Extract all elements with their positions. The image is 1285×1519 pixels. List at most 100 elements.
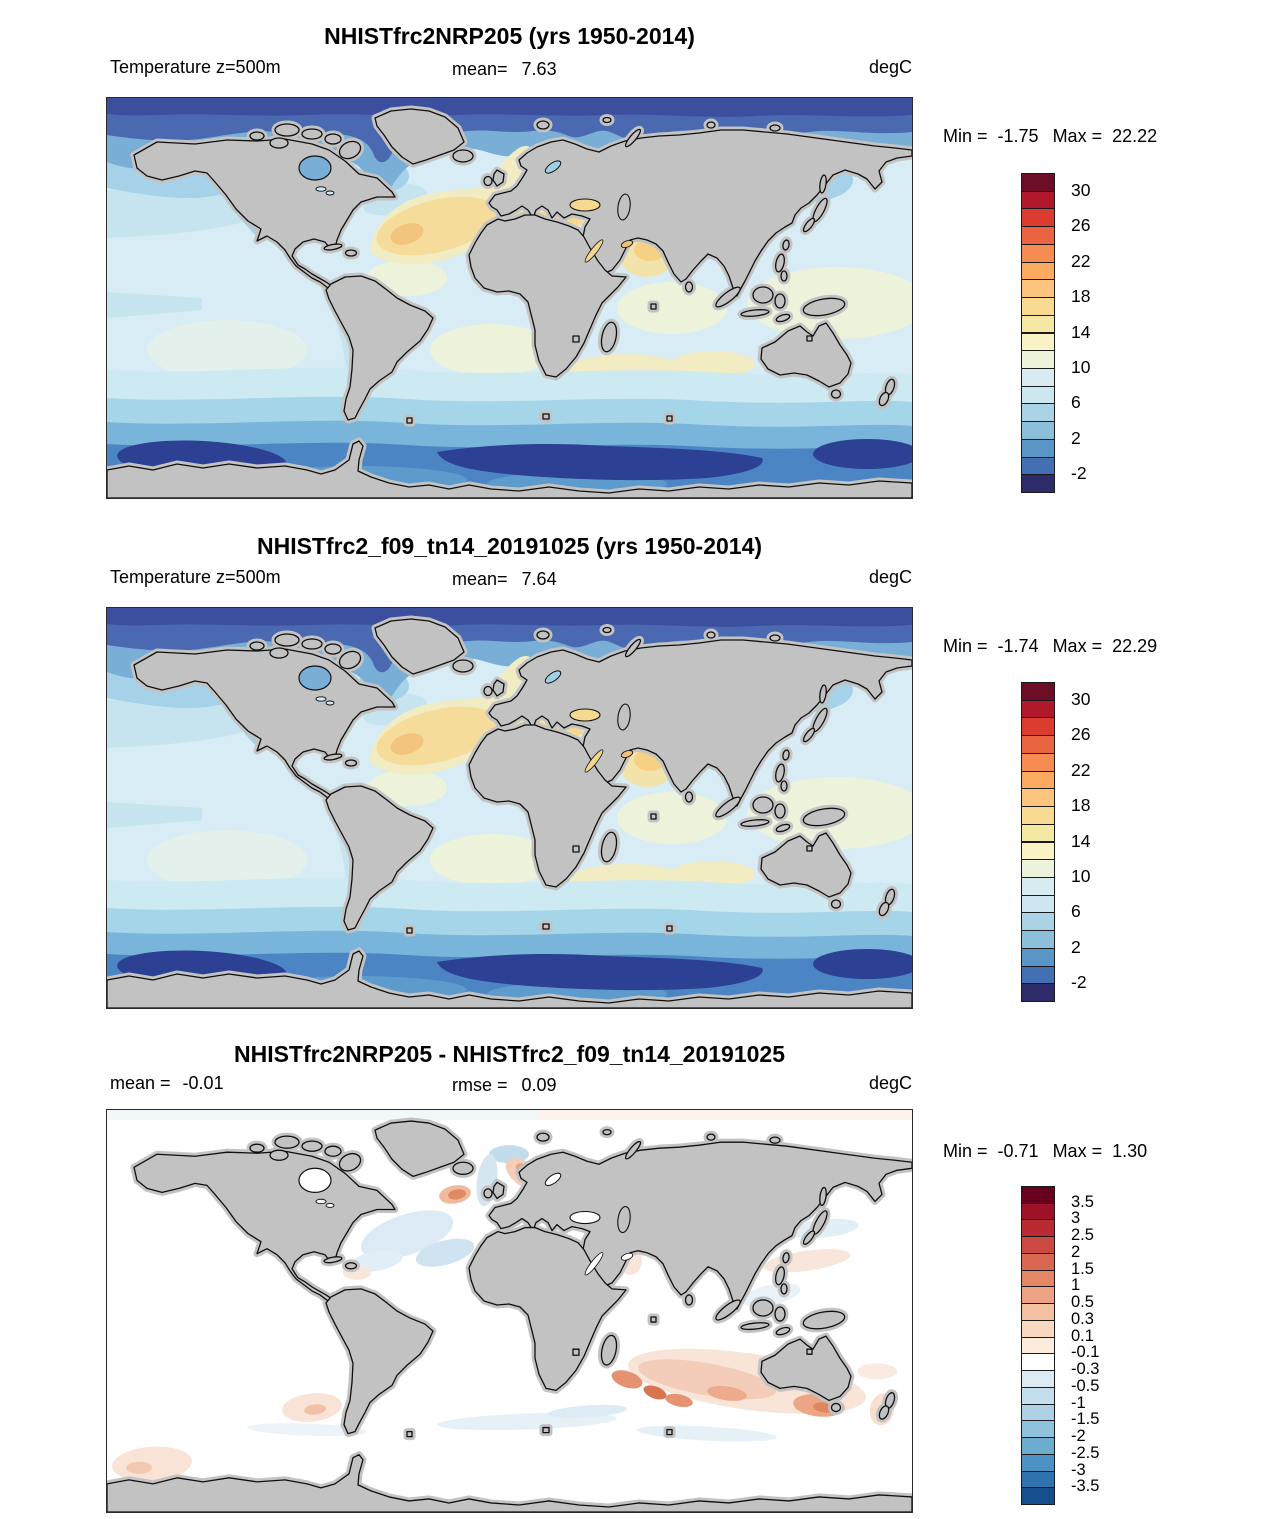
panel-2-min-value: -1.74 <box>997 636 1039 656</box>
colorbar-cell <box>1021 859 1055 878</box>
colorbar-tick-label: -2.5 <box>1071 1443 1100 1462</box>
colorbar-tick-label: 18 <box>1071 286 1091 307</box>
panel-2-max-value: 22.29 <box>1112 636 1158 656</box>
colorbar-tick-label: -1.5 <box>1071 1410 1100 1429</box>
colorbar-tick-label: 26 <box>1071 215 1091 236</box>
map-panel-3-difference <box>106 1109 913 1513</box>
colorbar-cell <box>1021 421 1055 440</box>
colorbar-tick-label: 3.5 <box>1071 1192 1094 1211</box>
colorbar-cell <box>1021 350 1055 369</box>
panel-1-minmax: Min = -1.75 Max = 22.22 <box>943 126 1171 147</box>
panel-3-min-value: -0.71 <box>997 1141 1039 1161</box>
panel-2-variable-label: Temperature z=500m <box>110 567 281 587</box>
colorbar-cell <box>1021 1252 1055 1271</box>
colorbar-cell <box>1021 876 1055 896</box>
colorbar-cell <box>1021 1186 1055 1204</box>
panel-2-minmax: Min = -1.74 Max = 22.29 <box>943 636 1171 657</box>
panel-2-title: NHISTfrc2_f09_tn14_20191025 (yrs 1950-20… <box>256 533 763 560</box>
colorbar-tick-label: 2 <box>1071 427 1081 448</box>
colorbar-tick-label: -0.3 <box>1071 1360 1100 1379</box>
colorbar-cell <box>1021 1487 1055 1505</box>
colorbar-cell <box>1021 717 1055 737</box>
colorbar-tick-label: 22 <box>1071 759 1091 780</box>
colorbar-cell <box>1021 1286 1055 1305</box>
panel-3-mean-value: -0.01 <box>182 1073 224 1093</box>
panel-1-title: NHISTfrc2NRP205 (yrs 1950-2014) <box>324 23 695 50</box>
colorbar-cell <box>1021 682 1055 701</box>
panel-3-units: degC <box>868 1073 912 1093</box>
colorbar-tick-label: 2.5 <box>1071 1226 1094 1245</box>
panel-1-units: degC <box>868 57 912 77</box>
colorbar-cell <box>1021 930 1055 949</box>
colorbar-cell <box>1021 474 1055 493</box>
panel-1-max-value: 22.22 <box>1112 126 1158 146</box>
colorbar-tick-label: 2 <box>1071 1243 1081 1262</box>
colorbar-tick-label: 10 <box>1071 866 1091 887</box>
colorbar-cell <box>1021 1219 1055 1238</box>
panel-1-variable-label: Temperature z=500m <box>110 57 281 77</box>
colorbar-cell <box>1021 279 1055 299</box>
panel-1-mean-label: mean= <box>452 59 508 79</box>
panel-3-rmse-value: 0.09 <box>521 1075 557 1095</box>
panel-3-rmse: rmse = 0.09 <box>452 1075 557 1096</box>
colorbar-tick-label: 14 <box>1071 321 1091 342</box>
colorbar-cell <box>1021 806 1055 825</box>
panel-1-subtitle-row: Temperature z=500m mean= 7.63 degC <box>107 57 912 81</box>
colorbar-tick-label: -1 <box>1071 1393 1086 1412</box>
colorbar-tick-label: 14 <box>1071 830 1091 851</box>
colorbar-tick-label: 0.3 <box>1071 1310 1094 1329</box>
colorbar-cell <box>1021 173 1055 192</box>
panel-3-rmse-label: rmse = <box>452 1075 508 1095</box>
panel-3-subtitle-row: mean = -0.01 rmse = 0.09 degC <box>107 1073 912 1097</box>
colorbar-tick-label: -2 <box>1071 972 1087 993</box>
colorbar-cell <box>1021 438 1055 458</box>
colorbar-cell <box>1021 243 1055 263</box>
colorbar-tick-label: 2 <box>1071 936 1081 957</box>
colorbar-cell <box>1021 385 1055 405</box>
colorbar-cell <box>1021 1453 1055 1472</box>
panel-3-min-label: Min = <box>943 1141 988 1161</box>
colorbar-cell <box>1021 261 1055 281</box>
colorbar-cell <box>1021 1386 1055 1405</box>
colorbar-cell <box>1021 1403 1055 1422</box>
colorbar-cell <box>1021 1420 1055 1439</box>
panel-3-mean: mean = -0.01 <box>110 1073 224 1094</box>
panel-1-min-label: Min = <box>943 126 988 146</box>
colorbar-tick-label: 30 <box>1071 688 1091 709</box>
colorbar-cell <box>1021 1437 1055 1455</box>
colorbar-cell <box>1021 1336 1055 1355</box>
colorbar-cell <box>1021 1269 1055 1288</box>
panel-2-mean: mean= 7.64 <box>452 569 557 590</box>
colorbar-cell <box>1021 456 1055 476</box>
colorbar-tick-label: -2 <box>1071 1427 1086 1446</box>
colorbar-cell <box>1021 752 1055 772</box>
colorbar-cell <box>1021 841 1055 861</box>
colorbar-cell <box>1021 965 1055 985</box>
panel-1-mean: mean= 7.63 <box>452 59 557 80</box>
colorbar-panel-3: 3.5 3 2.5 2 1.5 1 0.5 0.3 0.1 -0.1 -0.3 -0.5 -1 -1.5-… <box>1021 1186 1099 1505</box>
colorbar-tick-label: -3 <box>1071 1460 1086 1479</box>
panel-3-mean-label: mean = <box>110 1073 171 1093</box>
map-panel-2 <box>106 607 913 1009</box>
colorbar-tick-label: 0.5 <box>1071 1293 1094 1312</box>
colorbar-cell <box>1021 947 1055 967</box>
colorbar-cell <box>1021 983 1055 1002</box>
colorbar-tick-label: 6 <box>1071 392 1081 413</box>
colorbar-cell <box>1021 314 1055 334</box>
colorbar-cell <box>1021 1236 1055 1254</box>
colorbar-cell <box>1021 1202 1055 1221</box>
panel-2-units: degC <box>868 567 912 587</box>
colorbar-panel-2: 30 26 22 18 14 10 6 2 -2 <box>1021 682 1090 1002</box>
colorbar-cell <box>1021 894 1055 914</box>
colorbar-tick-label: 3 <box>1071 1209 1081 1228</box>
colorbar-tick-label: 1.5 <box>1071 1259 1094 1278</box>
panel-2-min-label: Min = <box>943 636 988 656</box>
colorbar-cell <box>1021 1303 1055 1321</box>
colorbar-cell <box>1021 770 1055 790</box>
colorbar-cell <box>1021 208 1055 228</box>
colorbar-tick-label: -0.1 <box>1071 1343 1100 1362</box>
colorbar-cell <box>1021 367 1055 387</box>
panel-3-max-value: 1.30 <box>1112 1141 1148 1161</box>
colorbar-cell <box>1021 297 1055 316</box>
